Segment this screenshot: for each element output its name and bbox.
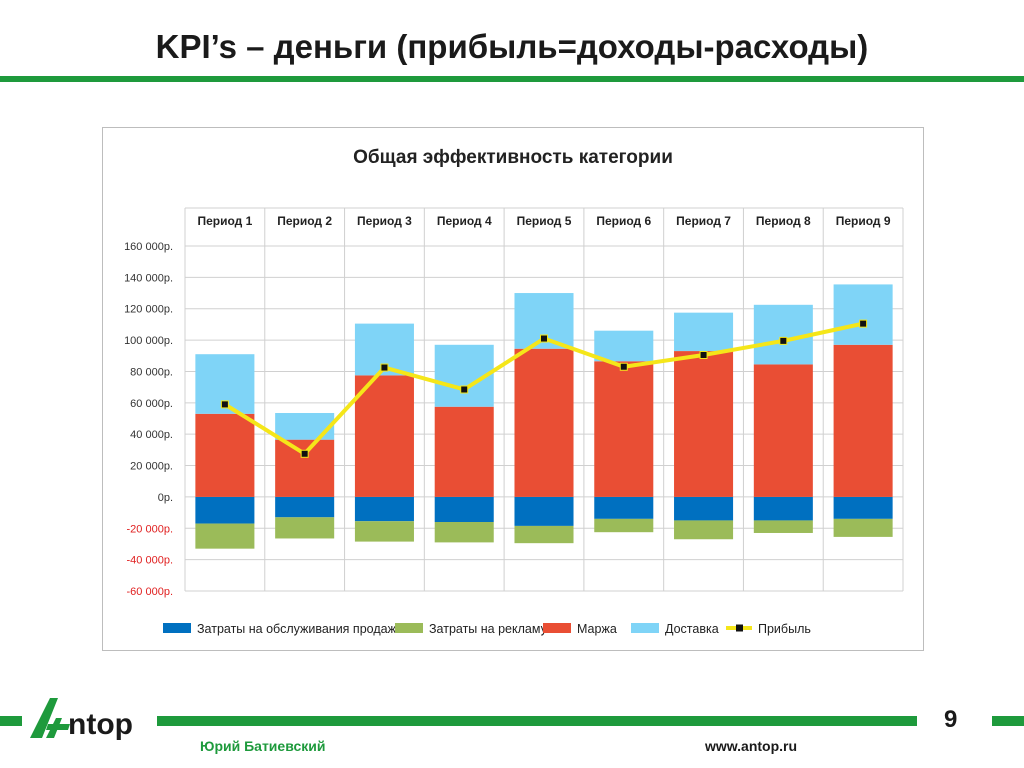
bar-segment: [354, 496, 414, 522]
category-label: Период 8: [756, 214, 811, 228]
bar-segment: [753, 520, 813, 533]
profit-point: [779, 336, 788, 345]
y-tick-label: 80 000р.: [130, 366, 173, 378]
bar-segment: [674, 312, 734, 352]
bar-segment: [833, 518, 893, 537]
bar-segment: [514, 348, 574, 497]
category-label: Период 7: [676, 214, 731, 228]
legend-swatch: [395, 623, 423, 633]
bar-segment: [195, 413, 255, 497]
bar-segment: [594, 518, 654, 533]
bar-segment: [833, 344, 893, 497]
bar-segment: [434, 406, 494, 497]
y-tick-label: -60 000р.: [127, 586, 173, 598]
page-number: 9: [944, 706, 958, 733]
y-tick-label: 100 000р.: [124, 335, 173, 347]
profit-point: [380, 363, 389, 372]
legend-label: Затраты на рекламу: [429, 622, 548, 636]
bar-segment: [275, 413, 335, 440]
svg-text:ntop: ntop: [68, 708, 133, 740]
bar-segment: [275, 517, 335, 539]
category-label: Период 3: [357, 214, 412, 228]
profit-point: [699, 350, 708, 359]
legend-swatch: [543, 623, 571, 633]
bar-segment: [833, 284, 893, 345]
y-tick-label: 140 000р.: [124, 272, 173, 284]
bar-segment: [753, 364, 813, 497]
profit-point: [540, 334, 548, 343]
title-divider: [0, 76, 1024, 82]
profit-point: [619, 362, 628, 371]
y-tick-label: 40 000р.: [130, 429, 173, 441]
bar-segment: [195, 496, 255, 524]
bar-segment: [434, 522, 494, 543]
bar-segment: [434, 496, 494, 522]
category-label: Период 1: [197, 214, 252, 228]
category-label: Период 4: [437, 214, 492, 228]
profit-point: [460, 385, 469, 394]
legend-label: Доставка: [665, 622, 719, 636]
y-tick-label: 120 000р.: [124, 304, 173, 316]
chart-frame: Общая эффективность категории 160 000р. 14…: [102, 127, 924, 651]
y-tick-label: 160 000р.: [124, 241, 173, 253]
category-label: Период 2: [277, 214, 332, 228]
y-tick-label: -40 000р.: [127, 555, 173, 567]
antop-logo: ntop: [30, 698, 133, 740]
legend-marker: [736, 624, 743, 632]
legend-label: Прибыль: [758, 622, 811, 636]
chart: Общая эффективность категории 160 000р. 14…: [124, 147, 904, 636]
bar-segment: [275, 496, 335, 518]
legend-label: Затраты на обслуживания продаж: [197, 622, 397, 636]
category-label: Период 6: [596, 214, 651, 228]
bar-segment: [753, 496, 813, 521]
slide-title: KPI’s – деньги (прибыль=доходы-расходы): [155, 28, 869, 65]
bar-segment: [354, 521, 414, 542]
author-name: Юрий Батиевский: [200, 738, 326, 754]
bar-segment: [275, 439, 335, 497]
bar-segment: [674, 351, 734, 497]
bar-segment: [354, 375, 414, 497]
legend-label: Маржа: [577, 622, 617, 636]
bar-segment: [833, 496, 893, 519]
y-tick-label: 20 000р.: [130, 461, 173, 473]
bar-segment: [514, 496, 574, 526]
bar-segment: [594, 496, 654, 519]
y-tick-label: -20 000р.: [127, 523, 173, 535]
bar-segment: [514, 525, 574, 544]
y-tick-label: 60 000р.: [130, 398, 173, 410]
website-link[interactable]: www.antop.ru: [705, 738, 798, 754]
legend-swatch: [631, 623, 659, 633]
bar-segment: [674, 520, 734, 540]
bar-segment: [674, 496, 734, 521]
bar-segment: [195, 523, 255, 549]
footer-bar-right: [992, 716, 1024, 726]
profit-point: [300, 449, 309, 458]
footer-bar: [157, 716, 917, 726]
y-tick-label: 0р.: [158, 492, 173, 504]
category-label: Период 5: [517, 214, 572, 228]
bar-segment: [594, 361, 654, 497]
category-label: Период 9: [836, 214, 891, 228]
legend-swatch: [163, 623, 191, 633]
chart-title: Общая эффективность категории: [353, 147, 673, 168]
bar-segment: [594, 330, 654, 362]
profit-point: [859, 319, 868, 328]
profit-point: [220, 400, 229, 409]
footer-bar-left: [0, 716, 22, 726]
